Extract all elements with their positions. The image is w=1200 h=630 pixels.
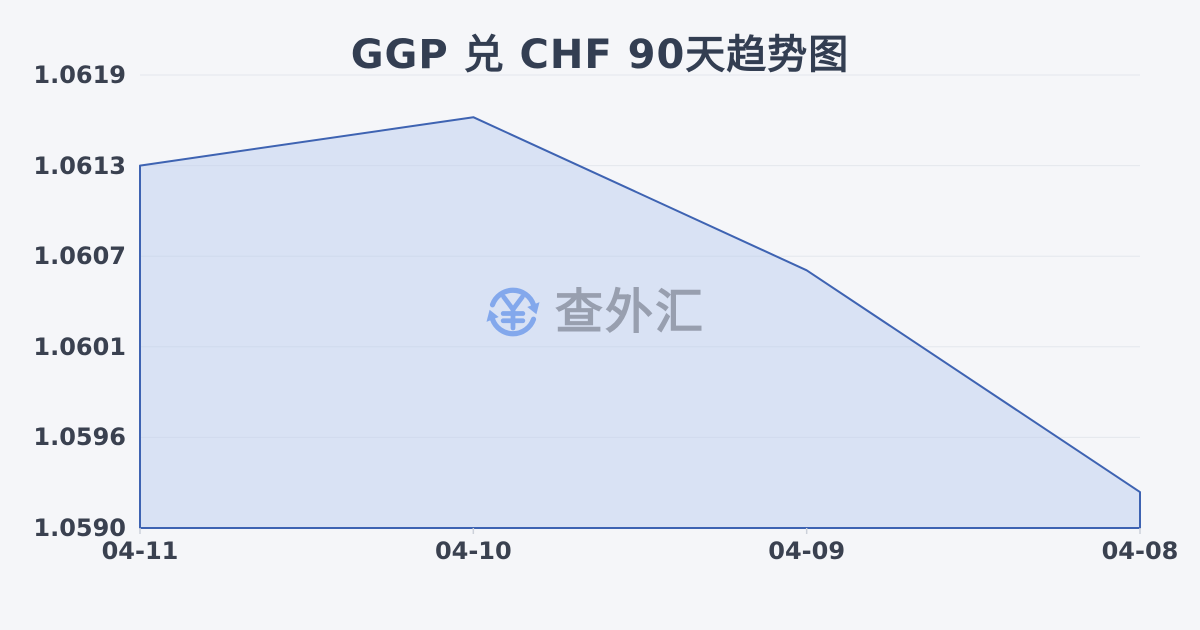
y-axis: 1.0619 1.0613 1.0607 1.0601 1.0596 1.0590 xyxy=(0,0,126,630)
currency-exchange-icon xyxy=(486,287,540,337)
watermark: 查外汇 xyxy=(484,283,705,341)
x-axis-tick-label: 04-10 xyxy=(434,537,512,565)
yuan-sign xyxy=(500,294,526,331)
y-axis-tick-label: 1.0590 xyxy=(33,514,126,542)
x-axis-tick-label: 04-11 xyxy=(101,537,179,565)
watermark-text: 查外汇 xyxy=(555,284,706,340)
y-axis-tick-label: 1.0607 xyxy=(33,242,126,271)
x-axis-tick-label: 04-08 xyxy=(1101,537,1179,565)
y-axis-tick-label: 1.0613 xyxy=(33,151,126,180)
y-axis-tick-label: 1.0619 xyxy=(33,61,126,89)
x-axis-tick-marks xyxy=(139,528,1141,534)
y-axis-tick-label: 1.0601 xyxy=(33,332,126,361)
x-axis-tick-label: 04-09 xyxy=(768,537,846,565)
y-axis-tick-label: 1.0596 xyxy=(33,423,126,452)
chart-title: GGP 兑 CHF 90天趋势图 xyxy=(350,32,850,78)
